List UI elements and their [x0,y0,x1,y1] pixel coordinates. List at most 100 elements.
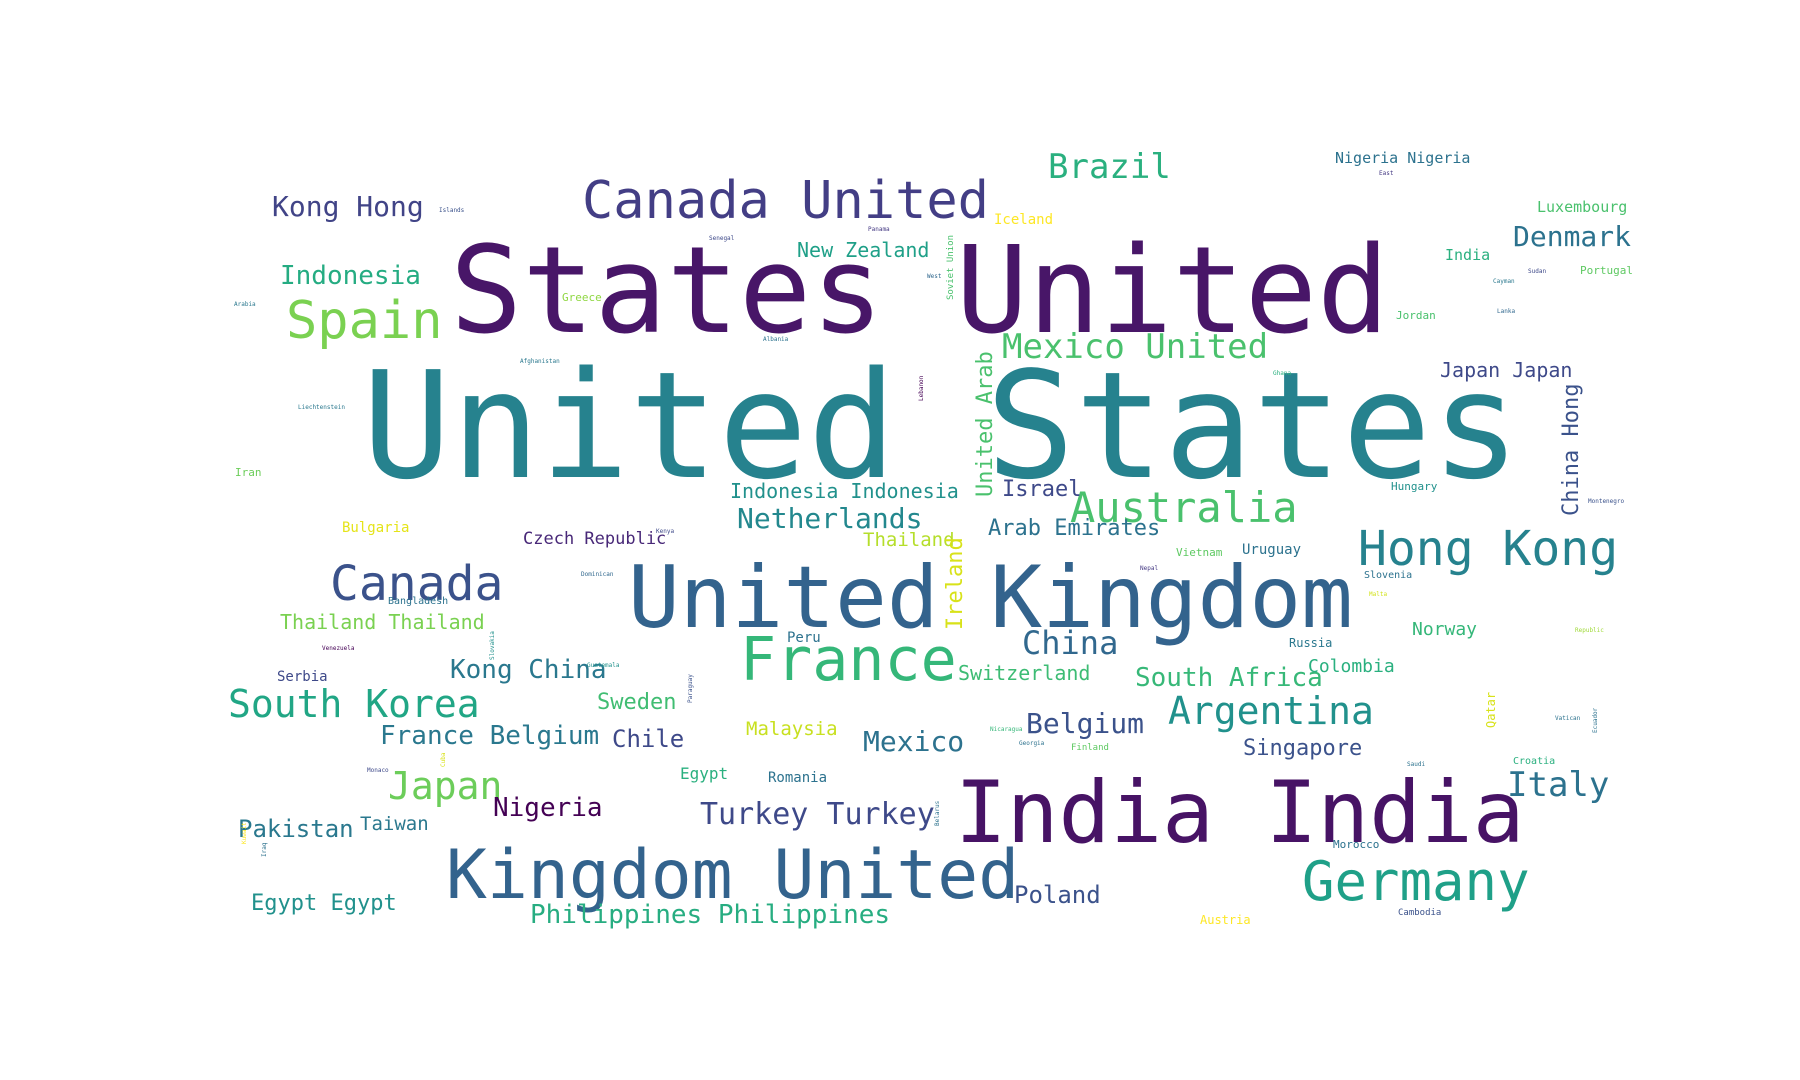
word-poland: Poland [1014,881,1101,909]
word-bangladesh: Bangladesh [388,596,449,607]
word-states-united: States United [450,222,1390,361]
word-republic: Republic [1575,627,1604,634]
word-kong-hong: Kong Hong [272,190,424,223]
word-jordan: Jordan [1396,309,1436,322]
word-new-zealand: New Zealand [797,238,930,262]
word-greece: Greece [562,291,602,304]
word-denmark: Denmark [1513,220,1632,253]
word-switzerland: Switzerland [958,661,1091,685]
word-sweden: Sweden [597,690,677,715]
word-mexico: Mexico [863,725,965,758]
word-slovakia: Slovakia [489,631,496,660]
word-romania: Romania [768,770,828,786]
word-qatar: Qatar [1484,691,1498,728]
word-slovenia: Slovenia [1364,570,1413,581]
word-cuba: Cuba [440,752,447,767]
word-china-hong: China Hong [1559,383,1584,516]
word-singapore: Singapore [1243,736,1363,761]
word-kong-china: Kong China [450,655,607,685]
word-united-kingdom: United Kingdom [628,548,1353,648]
word-india-india: India India [955,763,1525,863]
word-guatemala: Guatemala [587,662,620,669]
word-saudi: Saudi [1407,761,1426,768]
word-paraguay: Paraguay [687,674,694,703]
word-malaysia: Malaysia [746,718,838,740]
word-indonesia: Indonesia [280,261,421,291]
word-hungary: Hungary [1391,480,1438,493]
word-iraq: Iraq [261,842,268,857]
word-austria: Austria [1200,913,1251,927]
word-thailand-thailand: Thailand Thailand [280,610,485,634]
word-east: East [1379,170,1394,177]
word-nigeria-nigeria: Nigeria Nigeria [1335,149,1471,167]
word-finland: Finland [1071,743,1109,753]
word-kuwait: Kuwait [241,822,248,844]
word-thailand: Thailand [863,529,955,551]
word-senegal: Senegal [709,235,735,242]
word-egypt: Egypt [680,764,729,783]
word-peru: Peru [787,630,821,646]
word-montenegro: Montenegro [1588,498,1625,505]
word-norway: Norway [1412,619,1478,640]
word-venezuela: Venezuela [322,645,355,652]
word-serbia: Serbia [277,669,328,685]
word-czech-republic: Czech Republic [523,529,667,549]
word-west: West [927,273,942,280]
word-egypt-egypt: Egypt Egypt [251,891,397,916]
word-hong-kong: Hong Kong [1358,521,1619,577]
word-soviet-union: Soviet Union [946,234,956,300]
word-chile: Chile [612,725,685,753]
word-vietnam: Vietnam [1176,546,1223,559]
word-bulgaria: Bulgaria [342,520,410,536]
word-georgia: Georgia [1019,740,1045,747]
word-colombia: Colombia [1308,656,1395,677]
word-italy: Italy [1507,765,1610,805]
word-canada-united: Canada United [582,171,989,231]
word-panama: Panama [868,226,890,233]
word-liechtenstein: Liechtenstein [298,404,345,411]
word-australia: Australia [1070,483,1298,532]
word-uruguay: Uruguay [1242,542,1302,558]
word-iceland: Iceland [994,212,1054,228]
word-lanka: Lanka [1497,308,1516,315]
word-israel: Israel [1002,477,1082,502]
word-ghana: Ghana [1273,370,1292,377]
word-morocco: Morocco [1333,838,1380,851]
word-japan: Japan [388,764,503,808]
word-nigeria: Nigeria [493,793,603,823]
word-arabia: Arabia [234,301,256,308]
word-ecuador: Ecuador [1592,707,1599,733]
word-philippines-philippines: Philippines Philippines [530,900,891,930]
word-albania: Albania [763,336,789,343]
word-croatia: Croatia [1513,756,1556,767]
word-nicaragua: Nicaragua [990,726,1023,733]
word-islands: Islands [439,207,465,214]
word-japan-japan: Japan Japan [1440,358,1573,382]
word-canada: Canada [330,556,504,612]
word-jamaica: Jamaica [1195,400,1221,407]
word-united-states: United States [362,340,1521,512]
word-luxembourg: Luxembourg [1537,198,1628,216]
word-france: France [740,625,957,695]
word-vatican: Vatican [1555,715,1581,722]
word-cayman: Cayman [1493,278,1515,285]
word-south-africa: South Africa [1135,663,1323,693]
word-germany: Germany [1302,850,1530,913]
word-taiwan: Taiwan [360,813,429,835]
word-monaco: Monaco [367,767,389,774]
word-united-arab: United Arab [973,351,998,497]
word-portugal: Portugal [1580,264,1633,277]
word-indonesia-indonesia: Indonesia Indonesia [730,479,959,503]
word-brazil: Brazil [1048,147,1171,187]
word-russia: Russia [1289,636,1333,650]
word-south-korea: South Korea [228,682,480,726]
word-kenya: Kenya [656,528,675,535]
word-lebanon: Lebanon [918,375,925,401]
word-pakistan: Pakistan [238,815,354,843]
word-china: China [1022,624,1119,662]
word-iran: Iran [235,466,262,479]
word-cambodia: Cambodia [1398,908,1442,918]
word-ireland: Ireland [943,537,968,630]
word-dominican: Dominican [581,571,614,578]
